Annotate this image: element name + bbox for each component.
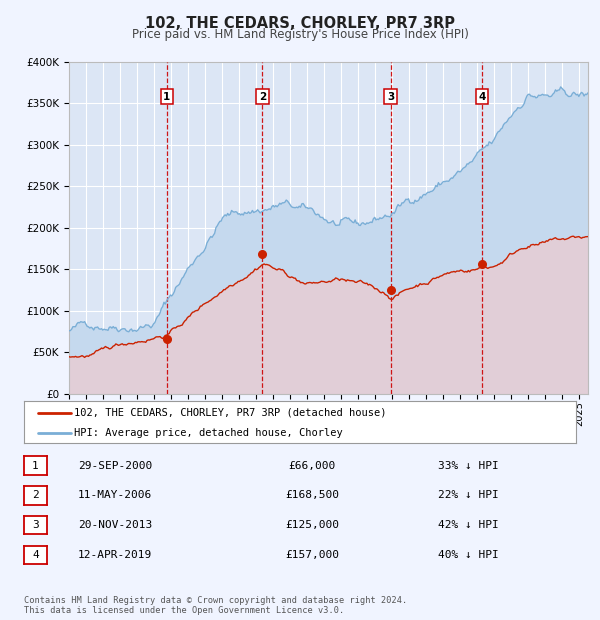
- Text: 22% ↓ HPI: 22% ↓ HPI: [438, 490, 499, 500]
- Text: Price paid vs. HM Land Registry's House Price Index (HPI): Price paid vs. HM Land Registry's House …: [131, 28, 469, 41]
- Text: 29-SEP-2000: 29-SEP-2000: [78, 461, 152, 471]
- Text: £125,000: £125,000: [285, 520, 339, 530]
- Text: 40% ↓ HPI: 40% ↓ HPI: [438, 550, 499, 560]
- Text: 1: 1: [163, 92, 170, 102]
- Text: 4: 4: [32, 550, 39, 560]
- Text: Contains HM Land Registry data © Crown copyright and database right 2024.
This d: Contains HM Land Registry data © Crown c…: [24, 596, 407, 615]
- Text: HPI: Average price, detached house, Chorley: HPI: Average price, detached house, Chor…: [74, 428, 343, 438]
- Text: £157,000: £157,000: [285, 550, 339, 560]
- Text: 20-NOV-2013: 20-NOV-2013: [78, 520, 152, 530]
- Text: £66,000: £66,000: [289, 461, 335, 471]
- Text: 102, THE CEDARS, CHORLEY, PR7 3RP (detached house): 102, THE CEDARS, CHORLEY, PR7 3RP (detac…: [74, 408, 386, 418]
- Text: 1: 1: [32, 461, 39, 471]
- Text: 12-APR-2019: 12-APR-2019: [78, 550, 152, 560]
- Text: £168,500: £168,500: [285, 490, 339, 500]
- Text: 3: 3: [32, 520, 39, 530]
- Text: 33% ↓ HPI: 33% ↓ HPI: [438, 461, 499, 471]
- Text: 42% ↓ HPI: 42% ↓ HPI: [438, 520, 499, 530]
- Text: 2: 2: [32, 490, 39, 500]
- Text: 4: 4: [478, 92, 486, 102]
- Text: 2: 2: [259, 92, 266, 102]
- Text: 3: 3: [387, 92, 394, 102]
- Text: 102, THE CEDARS, CHORLEY, PR7 3RP: 102, THE CEDARS, CHORLEY, PR7 3RP: [145, 16, 455, 30]
- Text: 11-MAY-2006: 11-MAY-2006: [78, 490, 152, 500]
